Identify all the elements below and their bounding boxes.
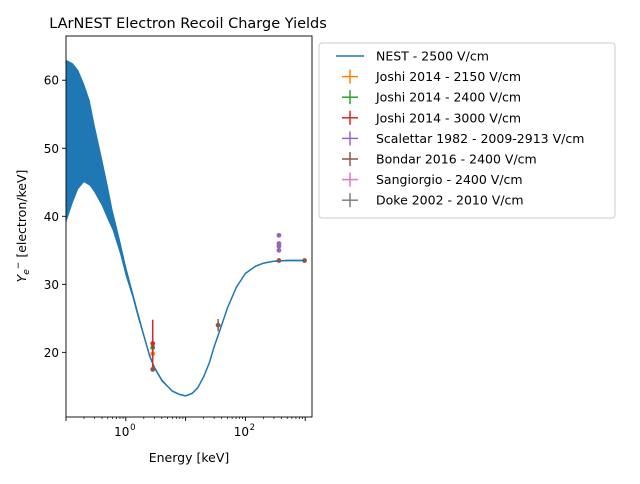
- nest-line: [66, 126, 306, 397]
- y-tick-label-0: 20: [44, 346, 59, 360]
- legend-label-4: Scalettar 1982 - 2009-2913 V/cm: [376, 131, 584, 146]
- legend-label-0: NEST - 2500 V/cm: [376, 49, 489, 64]
- legend-label-2: Joshi 2014 - 2400 V/cm: [375, 90, 521, 105]
- data-point-s4-p2: [276, 258, 282, 263]
- data-point-s4-p0: [150, 366, 156, 372]
- nest-band: [66, 59, 306, 397]
- legend-label-1: Joshi 2014 - 2150 V/cm: [375, 69, 521, 84]
- y-tick-label-3: 50: [44, 142, 59, 156]
- plot-frame: [65, 35, 313, 418]
- data-point-s3-p2: [276, 243, 282, 249]
- x-tick-exp-0: 0: [130, 423, 135, 433]
- data-point-s2-p0: [150, 341, 156, 346]
- legend-label-3: Joshi 2014 - 3000 V/cm: [375, 110, 521, 125]
- data-point-s4-p1: [215, 322, 221, 328]
- x-tick-exp-1: 2: [250, 423, 255, 433]
- y-tick-label-4: 60: [44, 74, 59, 88]
- data-point-s3-p3: [276, 247, 282, 253]
- plot-area: [65, 35, 313, 418]
- chart-title: LArNEST Electron Recoil Charge Yields: [49, 16, 327, 32]
- legend-label-7: Doke 2002 - 2010 V/cm: [376, 193, 524, 208]
- legend-frame: [318, 42, 616, 219]
- y-tick-label-2: 40: [44, 210, 59, 224]
- y-axis-label: Ye− [electron/keV]: [14, 170, 32, 283]
- legend: NEST - 2500 V/cm Joshi 2014 - 2150 V/cm Jo…: [318, 42, 616, 219]
- data-point-s4-p3: [302, 258, 307, 263]
- x-tick-label-1: 10: [234, 425, 249, 439]
- x-axis: 10 0 10 2: [65, 417, 306, 439]
- legend-label-6: Sangiorgio - 2400 V/cm: [376, 172, 523, 187]
- y-axis: 20 30 40 50 60: [44, 74, 66, 360]
- x-axis-label: Energy [keV]: [149, 450, 230, 465]
- y-tick-label-1: 30: [44, 278, 59, 292]
- data-point-s3-p0: [276, 232, 282, 238]
- legend-label-5: Bondar 2016 - 2400 V/cm: [376, 152, 537, 167]
- x-tick-label-0: 10: [114, 425, 129, 439]
